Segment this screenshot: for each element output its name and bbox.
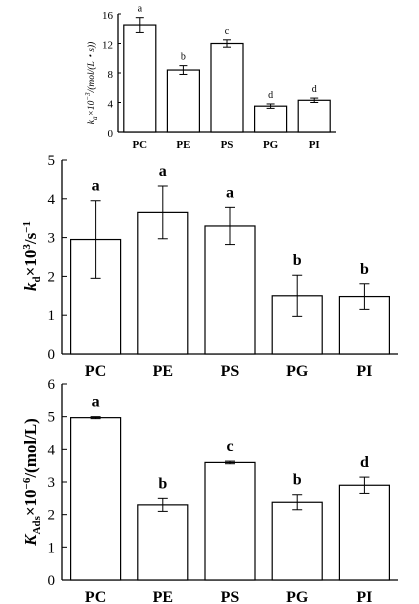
significance-letter: d	[268, 90, 273, 101]
y-tick-label: 2	[48, 269, 56, 285]
category-label: PS	[221, 139, 234, 151]
y-tick-label: 8	[108, 69, 114, 81]
bar	[297, 99, 331, 133]
y-tick-label: 0	[108, 128, 114, 140]
ylabel-group: KAds×10−6/(mol/L)	[21, 418, 43, 547]
y-axis-label: ka×10−3/(mol/(L・s))	[84, 42, 99, 125]
ylabel-group: ka×10−3/(mol/(L・s))	[84, 42, 99, 125]
category-label: PG	[286, 589, 309, 604]
y-tick-label: 6	[48, 377, 56, 393]
category-label: PI	[356, 589, 372, 604]
bar	[210, 42, 244, 133]
category-label: PE	[153, 363, 173, 380]
y-tick-label: 0	[48, 573, 56, 589]
y-tick-label: 4	[48, 442, 56, 458]
y-tick-label: 16	[102, 10, 114, 22]
category-label: PG	[286, 363, 309, 380]
category-label: PE	[176, 139, 190, 151]
y-tick-label: 5	[48, 153, 56, 169]
bar	[204, 225, 256, 355]
bar	[137, 504, 189, 581]
significance-letter: c	[225, 26, 230, 37]
y-tick-label: 0	[48, 347, 56, 363]
significance-letter: a	[226, 184, 234, 201]
chart-ka: ka×10−3/(mol/(L・s)) 0 4 8 12 16 a PC b PE c PS d PG d…	[84, 4, 336, 151]
y-tick-label: 4	[108, 99, 114, 111]
category-label: PS	[221, 589, 240, 604]
y-tick-label: 3	[48, 475, 56, 491]
significance-letter: d	[312, 84, 317, 95]
category-label: PI	[356, 363, 372, 380]
y-tick-label: 4	[48, 192, 56, 208]
bar	[69, 417, 122, 581]
ylabel-group: kd×103/s−1	[21, 221, 43, 291]
y-axis-label: KAds×10−6/(mol/L)	[21, 418, 43, 547]
significance-letter: d	[360, 454, 369, 471]
significance-letter: b	[360, 261, 369, 278]
significance-letter: a	[92, 394, 100, 411]
bar	[123, 24, 157, 133]
category-label: PG	[263, 139, 279, 151]
category-label: PC	[132, 139, 147, 151]
significance-letter: a	[92, 178, 100, 195]
y-tick-label: 1	[48, 540, 56, 556]
category-label: PC	[85, 363, 106, 380]
plot-area: 0 4 8 12 16 a PC b PE c PS d PG d PI	[102, 4, 336, 151]
significance-letter: a	[159, 163, 167, 180]
y-tick-label: 2	[48, 508, 56, 524]
category-label: PS	[221, 363, 240, 380]
bar	[338, 484, 390, 581]
y-axis-label: kd×103/s−1	[21, 221, 43, 291]
y-tick-label: 1	[48, 308, 56, 324]
bar	[166, 69, 200, 133]
category-label: PE	[153, 589, 173, 604]
chart-kads: KAds×10−6/(mol/L) 0 1 2 3 4 5 6 a PC b PE c PS b PG d PI	[21, 377, 398, 604]
significance-letter: b	[293, 472, 302, 489]
bar	[204, 461, 256, 581]
significance-letter: b	[181, 52, 186, 63]
plot-area: 0 1 2 3 4 5 6 a PC b PE c PS b PG d PI	[48, 377, 398, 604]
bar	[271, 501, 323, 581]
significance-letter: c	[226, 438, 233, 455]
y-tick-label: 12	[102, 40, 113, 52]
category-label: PI	[309, 139, 320, 151]
bar	[254, 105, 288, 133]
y-tick-label: 3	[48, 231, 56, 247]
significance-letter: a	[138, 4, 143, 15]
plot-area: 0 1 2 3 4 5 a PC a PE a PS b PG b PI	[48, 153, 398, 380]
bar	[137, 211, 189, 355]
significance-letter: b	[158, 475, 167, 492]
chart-kd: kd×103/s−1 0 1 2 3 4 5 a PC a PE a PS b PG b PI	[21, 153, 398, 380]
category-label: PC	[85, 589, 106, 604]
significance-letter: b	[293, 252, 302, 269]
y-tick-label: 5	[48, 410, 56, 426]
